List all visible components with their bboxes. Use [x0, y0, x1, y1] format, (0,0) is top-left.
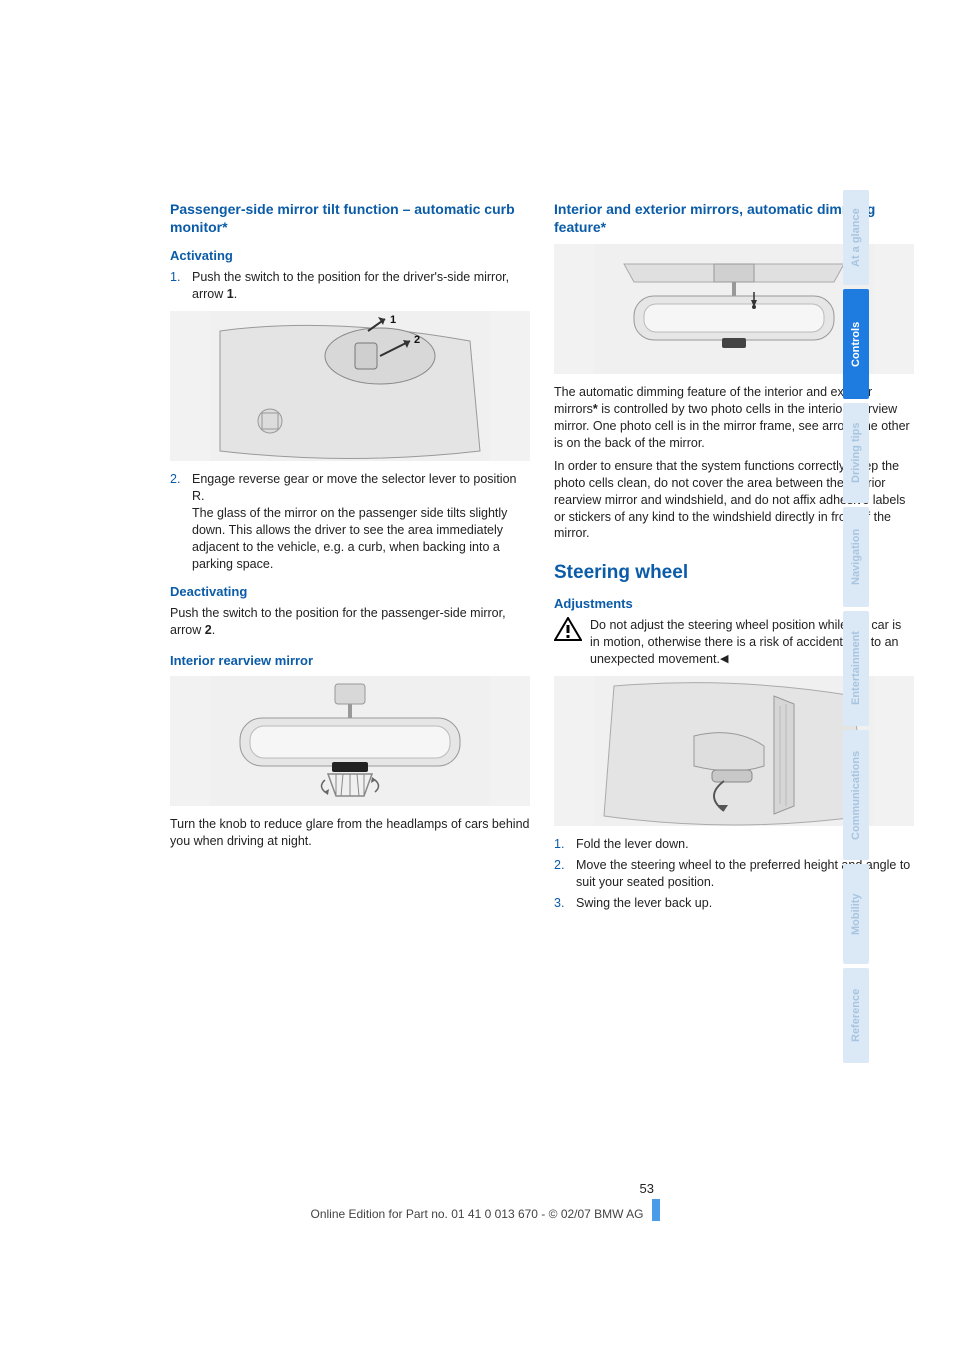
list-text: Engage reverse gear or move the selector… [192, 472, 516, 503]
tab-communications[interactable]: Communications [843, 730, 869, 860]
tab-mobility[interactable]: Mobility [843, 864, 869, 964]
list-text-cont: The glass of the mirror on the passenger… [192, 506, 507, 571]
tab-controls[interactable]: Controls [843, 289, 869, 399]
list-number: 3. [554, 895, 564, 912]
list-number: 2. [170, 471, 180, 488]
heading-deactivating: Deactivating [170, 584, 530, 599]
deactivating-text: Push the switch to the position for the … [170, 605, 530, 639]
list-item: 1. Push the switch to the position for t… [170, 269, 530, 303]
tab-driving-tips[interactable]: Driving tips [843, 403, 869, 503]
rearview-text: Turn the knob to reduce glare from the h… [170, 816, 530, 850]
svg-text:1: 1 [390, 314, 396, 326]
list-item: 2. Engage reverse gear or move the selec… [170, 471, 530, 572]
activating-list-2: 2. Engage reverse gear or move the selec… [170, 471, 530, 572]
heading-interior-rearview: Interior rearview mirror [170, 653, 530, 668]
tab-reference[interactable]: Reference [843, 968, 869, 1063]
warning-icon [554, 617, 582, 641]
left-column: Passenger-side mirror tilt function – au… [170, 200, 530, 917]
rearview-mirror-illustration [170, 676, 530, 806]
list-number: 1. [170, 269, 180, 286]
heading-activating: Activating [170, 248, 530, 263]
page-container: Passenger-side mirror tilt function – au… [0, 0, 954, 1351]
tab-navigation[interactable]: Navigation [843, 507, 869, 607]
heading-passenger-tilt: Passenger-side mirror tilt function – au… [170, 200, 530, 236]
figure-rearview-mirror [170, 676, 530, 806]
footer-text: Online Edition for Part no. 01 41 0 013 … [0, 1207, 954, 1221]
tab-at-a-glance[interactable]: At a glance [843, 190, 869, 285]
side-tabs: At a glance Controls Driving tips Navigatio… [843, 190, 869, 1063]
list-number: 1. [554, 836, 564, 853]
figure-mirror-switch: 1 2 [170, 311, 530, 461]
list-text: Fold the lever down. [576, 837, 689, 851]
content-columns: Passenger-side mirror tilt function – au… [170, 200, 914, 917]
page-number: 53 [640, 1181, 654, 1196]
list-text: Swing the lever back up. [576, 896, 712, 910]
tab-entertainment[interactable]: Entertainment [843, 611, 869, 726]
activating-list: 1. Push the switch to the position for t… [170, 269, 530, 303]
list-number: 2. [554, 857, 564, 874]
mirror-switch-illustration: 1 2 [170, 311, 530, 461]
list-text: Push the switch to the position for the … [192, 270, 509, 301]
svg-text:2: 2 [414, 334, 420, 346]
